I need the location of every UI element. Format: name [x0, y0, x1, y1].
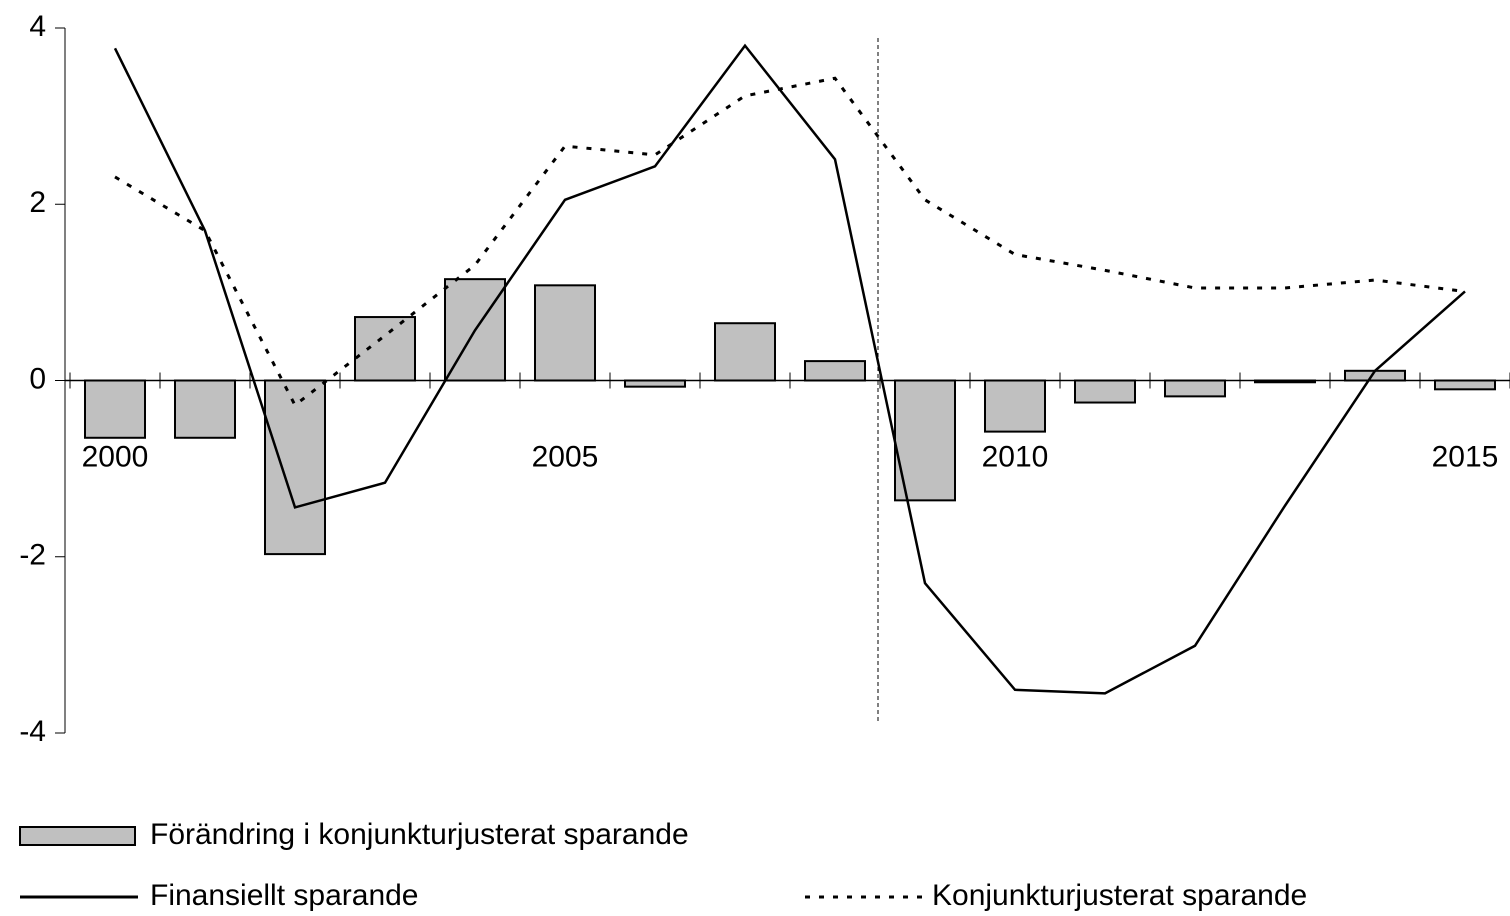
bar: [1434, 379, 1496, 391]
x-tick-label: 2000: [82, 440, 149, 473]
bar: [84, 379, 146, 439]
bar: [894, 379, 956, 502]
x-tick-label: 2010: [982, 440, 1049, 473]
x-tick-label: 2005: [532, 440, 599, 473]
line-series: [114, 76, 1466, 408]
legend-swatch: [19, 826, 136, 846]
y-tick-label: 0: [29, 362, 46, 395]
bar: [1164, 379, 1226, 398]
bar: [624, 379, 686, 388]
bar: [1074, 379, 1136, 404]
bar: [264, 379, 326, 556]
legend-label: Förändring i konjunkturjusterat sparande: [150, 818, 689, 851]
bar: [804, 360, 866, 382]
legend-label: Finansiellt sparande: [150, 879, 419, 912]
bar: [714, 322, 776, 382]
y-tick-label: -4: [19, 715, 46, 748]
bar: [354, 316, 416, 382]
bar: [174, 379, 236, 439]
x-tick-label: 2015: [1432, 440, 1499, 473]
legend-label: Konjunkturjusterat sparande: [932, 879, 1307, 912]
bar: [984, 379, 1046, 433]
y-tick-label: -2: [19, 539, 46, 572]
line-series: [113, 43, 1466, 695]
y-tick-label: 2: [29, 186, 46, 219]
y-tick-label: 4: [29, 10, 46, 43]
bar: [534, 284, 596, 382]
